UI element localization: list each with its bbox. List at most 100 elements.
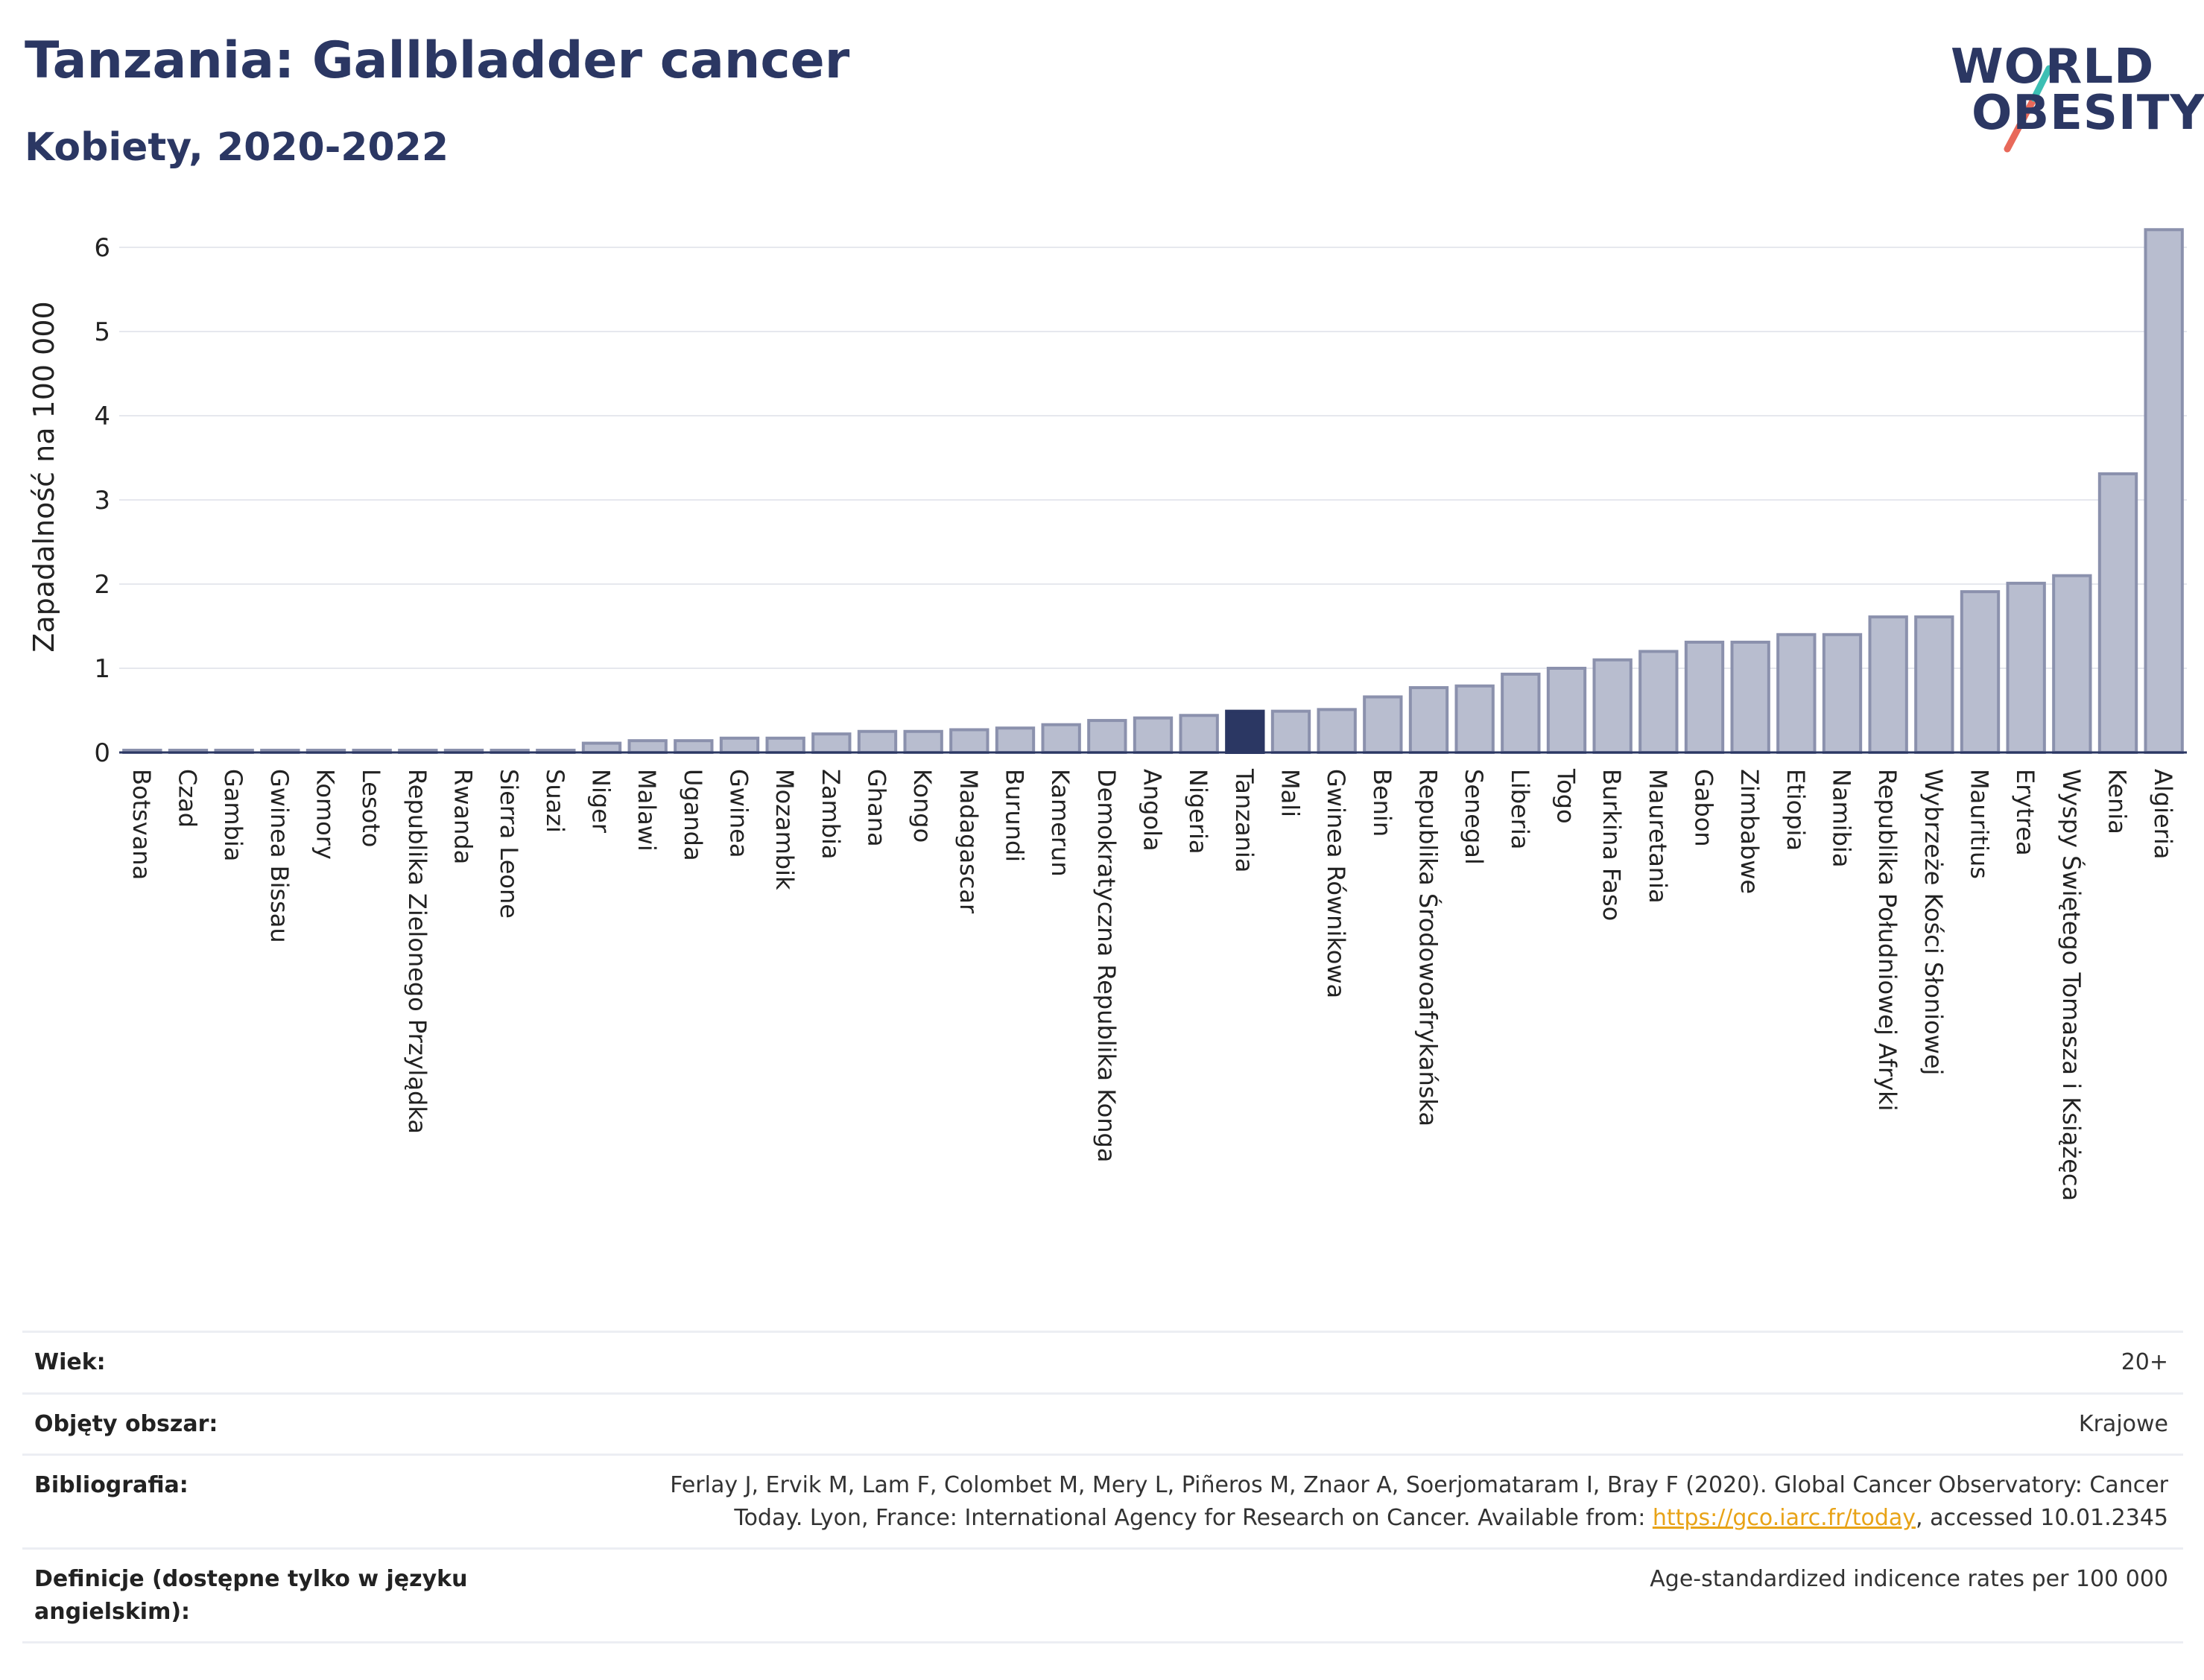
y-axis-label: Zapadalność na 100 000 [28, 301, 60, 652]
y-tick-label: 4 [94, 402, 110, 431]
y-tick-label: 3 [94, 486, 110, 516]
bar [581, 741, 622, 755]
bar [1454, 684, 1495, 754]
x-tick-label: Burundi [1001, 769, 1029, 862]
x-tick-label: Kamerun [1046, 769, 1074, 877]
meta-row-age: Wiek: 20+ [22, 1331, 2183, 1393]
meta-key-bibliography: Bibliografia: [22, 1454, 526, 1549]
bar [674, 739, 714, 754]
bar [1546, 667, 1587, 754]
logo-text-line1: WORLD [1951, 39, 2155, 95]
bar [1638, 650, 1679, 755]
bar [1822, 633, 1863, 754]
bar [2144, 228, 2184, 754]
bar [1408, 685, 1449, 754]
x-tick-label: Tanzania [1230, 768, 1258, 872]
y-tick-label: 1 [94, 654, 110, 684]
x-tick-label: Uganda [679, 769, 707, 861]
bar [857, 729, 898, 754]
bibliography-line2-pre: Today. Lyon, France: International Agenc… [734, 1504, 1653, 1531]
bars [122, 228, 2184, 755]
x-tick-label: Namibia [1828, 769, 1856, 867]
bar [1960, 590, 2001, 754]
metadata-table: Wiek: 20+ Objęty obszar: Krajowe Bibliog… [22, 1331, 2183, 1643]
bar [1270, 709, 1311, 755]
bibliography-link[interactable]: https://gco.iarc.fr/today [1652, 1504, 1916, 1531]
bar-highlighted [1225, 709, 1265, 755]
world-obesity-logo: WORLD OBESITY [1937, 30, 2204, 164]
bar [1914, 615, 1954, 754]
x-tick-label: Demokratyczna Republika Konga [1092, 769, 1121, 1162]
bar [2097, 472, 2138, 754]
x-tick-label: Gwinea [725, 769, 753, 858]
bar [1684, 640, 1725, 754]
x-tick-label: Suazi [541, 769, 569, 833]
x-tick-label: Gabon [1690, 769, 1718, 847]
x-tick-label: Benin [1368, 769, 1396, 837]
y-tick-label: 5 [94, 317, 110, 347]
bar [1592, 658, 1633, 755]
bar [1133, 716, 1174, 754]
x-tick-label: Wyspy Świętego Tomasza i Książęca [2057, 769, 2086, 1201]
bar [1041, 723, 1081, 755]
x-tick-label: Sierra Leone [495, 769, 523, 919]
bibliography-line2-post: , accessed 10.01.2345 [1916, 1504, 2168, 1531]
x-tick-label: Malawi [633, 769, 661, 852]
x-tick-label: Senegal [1460, 769, 1488, 865]
x-tick-label: Mauritius [1966, 769, 1994, 879]
x-tick-label: Gwinea Równikowa [1322, 769, 1350, 998]
bar [949, 728, 989, 754]
bar [811, 732, 852, 755]
meta-row-bibliography: Bibliografia: Ferlay J, Ervik M, Lam F, … [22, 1454, 2183, 1549]
meta-row-definitions: Definicje (dostępne tylko w języku angie… [22, 1547, 2183, 1643]
x-tick-label: Zambia [817, 769, 845, 860]
x-tick-label: Etiopia [1782, 769, 1810, 851]
bibliography-line1: Ferlay J, Ervik M, Lam F, Colombet M, Me… [670, 1472, 2168, 1498]
meta-value-definitions: Age-standardized indicence rates per 100… [526, 1547, 2183, 1643]
x-tick-label: Angola [1139, 769, 1167, 852]
bar [2006, 581, 2046, 754]
chart-title: Tanzania: Gallbladder cancer [25, 31, 850, 90]
x-tick-label: Kenia [2103, 769, 2132, 834]
x-tick-label: Liberia [1506, 769, 1534, 849]
x-tick-label: Zimbabwe [1735, 769, 1764, 894]
bar [765, 736, 805, 754]
x-tick-labels: Botsvana Czad Gambia Gwinea Bissau Komory Les… [127, 768, 2177, 1201]
meta-key-definitions: Definicje (dostępne tylko w języku angie… [22, 1547, 526, 1643]
x-tick-label: Komory [311, 769, 340, 860]
bar [1776, 633, 1817, 754]
meta-value-age: 20+ [526, 1331, 2183, 1393]
logo-text-line2: OBESITY [1972, 86, 2204, 141]
bar [903, 729, 943, 754]
bar [995, 726, 1036, 754]
x-tick-label: Mauretania [1644, 769, 1672, 904]
x-tick-label: Rwanda [449, 769, 478, 864]
bar [1868, 615, 1908, 754]
bar [1087, 719, 1127, 754]
x-tick-label: Republika Środowoafrykańska [1414, 769, 1443, 1126]
x-tick-label: Togo [1552, 768, 1580, 824]
x-tick-label: Gwinea Bissau [265, 769, 294, 943]
bar [2052, 574, 2092, 755]
y-tick-label: 6 [94, 233, 110, 263]
x-tick-label: Niger [587, 769, 615, 834]
x-tick-label: Algieria [2149, 769, 2177, 859]
x-tick-label: Madagascar [954, 769, 983, 914]
x-tick-label: Kongo [908, 769, 937, 843]
bar [1179, 714, 1219, 755]
x-tick-label: Burkina Faso [1597, 769, 1626, 921]
bar [627, 739, 668, 754]
grid-lines [119, 247, 2187, 669]
x-tick-label: Lesoto [357, 769, 385, 847]
x-tick-label: Botsvana [127, 769, 156, 880]
x-tick-label: Mozambik [770, 769, 799, 890]
meta-row-area: Objęty obszar: Krajowe [22, 1392, 2183, 1455]
meta-value-bibliography: Ferlay J, Ervik M, Lam F, Colombet M, Me… [526, 1454, 2183, 1549]
meta-value-area: Krajowe [526, 1392, 2183, 1455]
bar [719, 736, 760, 754]
bar-chart: 0 1 2 3 4 5 6 Botsvana Czad Gambia Gwinea Bissau K… [28, 228, 2187, 1201]
y-tick-labels: 0 1 2 3 4 5 6 [94, 233, 110, 768]
x-tick-label: Mali [1276, 769, 1305, 817]
y-tick-label: 2 [94, 570, 110, 600]
x-tick-label: Wybrzeże Kości Słoniowej [1919, 769, 1948, 1075]
